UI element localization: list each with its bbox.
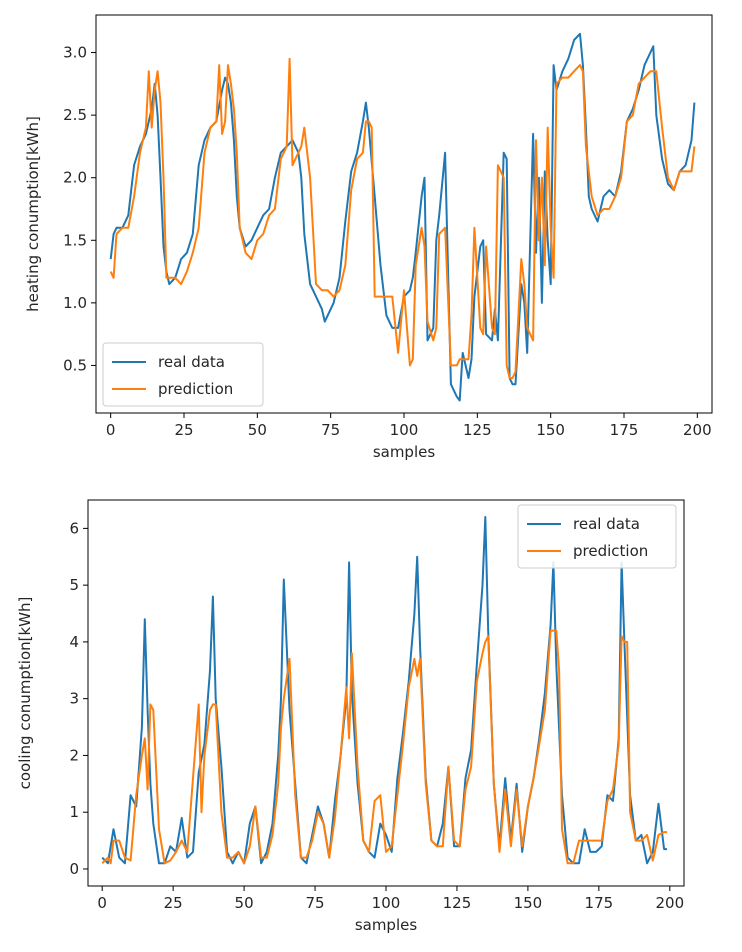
series-line-real-data (101, 516, 667, 865)
legend: real data prediction (102, 342, 264, 407)
legend-label: real data (573, 515, 640, 533)
x-tick-label: 50 (235, 894, 254, 912)
x-tick-label: 125 (443, 894, 472, 912)
y-tick-label: 1.5 (63, 231, 87, 249)
y-tick-label: 6 (69, 519, 79, 537)
x-tick-label: 150 (514, 894, 543, 912)
x-tick-label: 25 (174, 421, 193, 439)
x-axis-label: samples (355, 916, 418, 934)
x-tick-label: 175 (585, 894, 614, 912)
x-tick-label: 200 (683, 421, 712, 439)
y-tick-label: 0.5 (63, 356, 87, 374)
x-tick-label: 0 (106, 421, 116, 439)
x-tick-label: 25 (164, 894, 183, 912)
y-tick-label: 1 (69, 803, 79, 821)
series-line-prediction (101, 629, 667, 865)
x-tick-label: 200 (655, 894, 684, 912)
x-axis-label: samples (373, 443, 436, 461)
y-tick-label: 3 (69, 690, 79, 708)
y-tick-label: 4 (69, 633, 79, 651)
chart-2: 0 25 50 75 100 125 150 175 200 0 1 2 3 4 5 6 samples cool… (16, 499, 685, 934)
legend: real data prediction (517, 504, 677, 569)
y-tick-label: 1.0 (63, 294, 87, 312)
y-axis-label: heating conumption[kWh] (24, 116, 42, 312)
chart-1: 0 25 50 75 100 125 150 175 200 0.5 1.0 1.5 2.0 2.5 3.0… (24, 14, 713, 461)
y-tick-label: 3.0 (63, 44, 87, 62)
x-tick-label: 50 (248, 421, 267, 439)
x-tick-label: 75 (321, 421, 340, 439)
x-tick-label: 0 (97, 894, 107, 912)
legend-label: prediction (158, 380, 233, 398)
y-tick-label: 2.5 (63, 106, 87, 124)
y-tick-label: 2.0 (63, 169, 87, 187)
x-tick-label: 75 (306, 894, 325, 912)
y-axis-label: cooling conumption[kWh] (16, 597, 34, 790)
x-tick-label: 100 (390, 421, 419, 439)
legend-box (102, 342, 264, 407)
x-tick-label: 150 (536, 421, 565, 439)
x-tick-label: 175 (610, 421, 639, 439)
x-tick-label: 125 (463, 421, 492, 439)
series-line-prediction (109, 57, 696, 379)
legend-label: prediction (573, 542, 648, 560)
legend-label: real data (158, 353, 225, 371)
legend-box (517, 504, 677, 569)
y-tick-label: 2 (69, 746, 79, 764)
y-tick-label: 0 (69, 860, 79, 878)
y-tick-label: 5 (69, 576, 79, 594)
x-tick-label: 100 (372, 894, 401, 912)
